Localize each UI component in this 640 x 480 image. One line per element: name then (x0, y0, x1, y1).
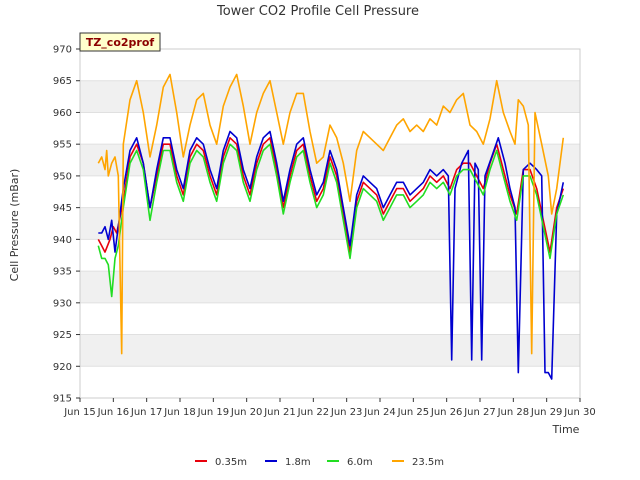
grid-band (80, 207, 580, 240)
x-tick-label: Jun 18 (163, 407, 196, 418)
x-tick-label: Jun 27 (463, 407, 496, 418)
x-tick-label: Jun 15 (63, 407, 96, 418)
legend-label: 0.35m (215, 457, 247, 468)
x-tick-label: Jun 20 (230, 407, 263, 418)
y-tick-label: 965 (53, 76, 72, 87)
y-tick-label: 950 (53, 171, 72, 182)
y-tick-label: 935 (53, 267, 72, 278)
site-badge-box (79, 32, 161, 52)
x-tick-label: Jun 25 (397, 407, 430, 418)
site-badge-label: TZ_co2prof (86, 36, 155, 49)
x-tick-label: Jun 26 (430, 407, 463, 418)
y-axis-label: Cell Pressure (mBar) (8, 169, 21, 282)
y-tick-label: 960 (53, 108, 72, 119)
x-axis-label: Time (552, 423, 580, 436)
y-tick-label: 970 (53, 45, 72, 56)
y-tick-label: 915 (53, 394, 72, 405)
y-tick-label: 940 (53, 235, 72, 246)
series-line-1.8m (98, 130, 565, 380)
x-tick-label: Jun 22 (297, 407, 330, 418)
y-tick-label: 930 (53, 298, 72, 309)
x-tick-label: Jun 17 (130, 407, 163, 418)
legend-label: 6.0m (347, 457, 373, 468)
x-tick-label: Jun 29 (530, 407, 563, 418)
x-tick-label: Jun 30 (563, 407, 596, 418)
y-tick-label: 920 (53, 362, 72, 373)
grid-band (80, 334, 580, 367)
x-tick-label: Jun 23 (330, 407, 363, 418)
legend-label: 1.8m (285, 457, 311, 468)
site-badge: TZ_co2prof (79, 32, 161, 52)
x-tick-label: Jun 21 (263, 407, 296, 418)
y-tick-label: 945 (53, 203, 72, 214)
legend-label: 23.5m (412, 457, 444, 468)
x-tick-label: Jun 19 (197, 407, 230, 418)
x-axis-ticks: Jun 15 Jun 16 Jun 17 Jun 18 Jun 19 Jun 20 Jun … (63, 398, 596, 418)
grid-band (80, 271, 580, 303)
legend: 0.35m 1.8m 6.0m 23.5m (195, 457, 444, 468)
series-line-6.0m (97, 143, 565, 298)
plot-frame (79, 48, 581, 399)
series-lines (97, 73, 565, 380)
x-tick-label: Jun 28 (497, 407, 530, 418)
plot-bands (80, 48, 580, 399)
x-tick-label: Jun 16 (97, 407, 130, 418)
chart-title: Tower CO2 Profile Cell Pressure (216, 4, 419, 19)
series-line-0.35m (97, 137, 565, 253)
series-line-23.5m (97, 73, 565, 355)
y-tick-label: 955 (53, 140, 72, 151)
y-tick-label: 925 (53, 330, 72, 341)
grid-band (80, 80, 580, 113)
x-tick-label: Jun 24 (363, 407, 396, 418)
y-axis-ticks: 915 920 925 930 935 940 945 950 955 960 965 970 (53, 45, 80, 405)
